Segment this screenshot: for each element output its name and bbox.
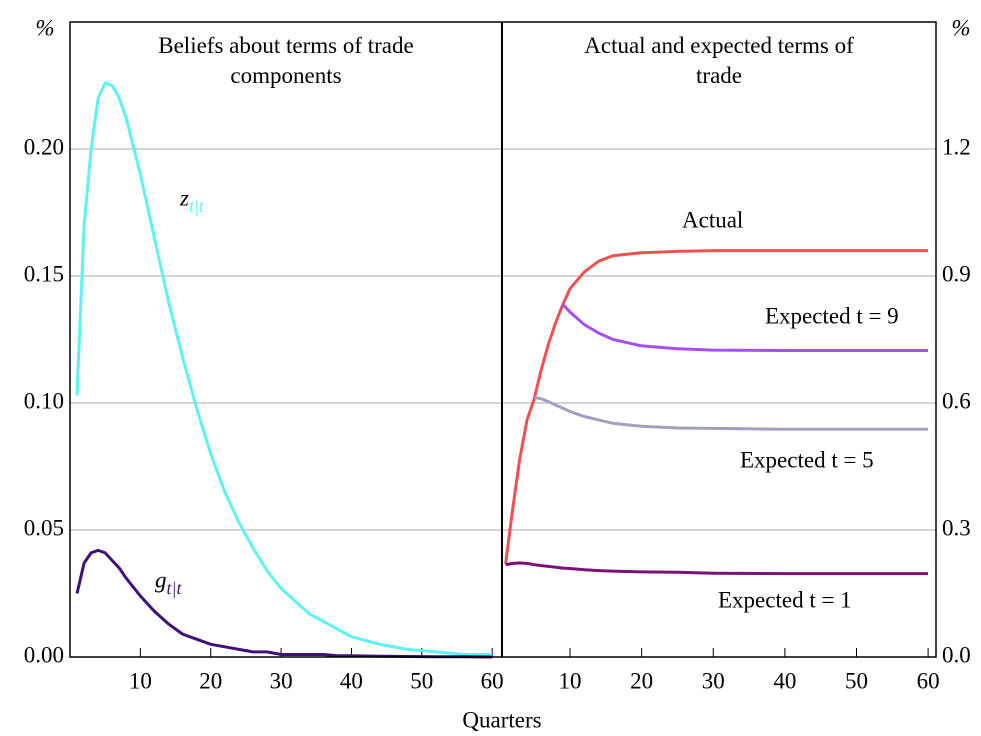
y-tick-label: 0.6 bbox=[942, 388, 971, 413]
series-label: Expected t = 9 bbox=[765, 303, 899, 328]
series-line bbox=[533, 396, 929, 431]
x-tick-label: 50 bbox=[410, 668, 433, 693]
series-label-subscript: t|t bbox=[189, 196, 205, 216]
x-tick-label: 30 bbox=[270, 668, 293, 693]
y-tick-label: 0.10 bbox=[24, 388, 64, 413]
series-line bbox=[561, 303, 929, 352]
x-axis-title: Quarters bbox=[462, 707, 541, 732]
series-label-subscript: t|t bbox=[167, 578, 183, 598]
y-tick-label: 0.00 bbox=[24, 642, 64, 667]
y-unit: % bbox=[951, 15, 970, 40]
y-tick-label: 1.2 bbox=[942, 134, 971, 159]
panel-title: Beliefs about terms of trade components bbox=[158, 33, 413, 88]
y-tick-label: 0.9 bbox=[942, 261, 971, 286]
x-tick-label: 50 bbox=[845, 668, 868, 693]
panel-title: Actual and expected terms of trade bbox=[584, 33, 854, 88]
series-line bbox=[504, 249, 929, 565]
y-unit: % bbox=[35, 15, 54, 40]
x-tick-label: 60 bbox=[481, 668, 504, 693]
series-label: zt|t bbox=[179, 185, 205, 216]
x-tick-label: 10 bbox=[129, 668, 152, 693]
y-tick-label: 0.15 bbox=[24, 261, 64, 286]
x-tick-label: 30 bbox=[702, 668, 725, 693]
series-label: Actual bbox=[682, 207, 743, 232]
series-line bbox=[75, 81, 493, 656]
y-tick-label: 0.05 bbox=[24, 515, 64, 540]
x-tick-label: 10 bbox=[559, 668, 582, 693]
x-tick-label: 40 bbox=[340, 668, 363, 693]
series-label: gt|t bbox=[155, 567, 182, 598]
x-tick-label: 20 bbox=[630, 668, 653, 693]
y-tick-label: 0.0 bbox=[942, 642, 971, 667]
x-tick-label: 60 bbox=[917, 668, 940, 693]
y-tick-label: 0.3 bbox=[942, 515, 971, 540]
series-line bbox=[505, 561, 929, 576]
x-tick-label: 20 bbox=[199, 668, 222, 693]
x-tick-label: 40 bbox=[773, 668, 796, 693]
series-line bbox=[75, 548, 493, 659]
series-label: Expected t = 5 bbox=[740, 447, 874, 472]
y-tick-label: 0.20 bbox=[24, 134, 64, 159]
series-label: Expected t = 1 bbox=[718, 587, 852, 612]
